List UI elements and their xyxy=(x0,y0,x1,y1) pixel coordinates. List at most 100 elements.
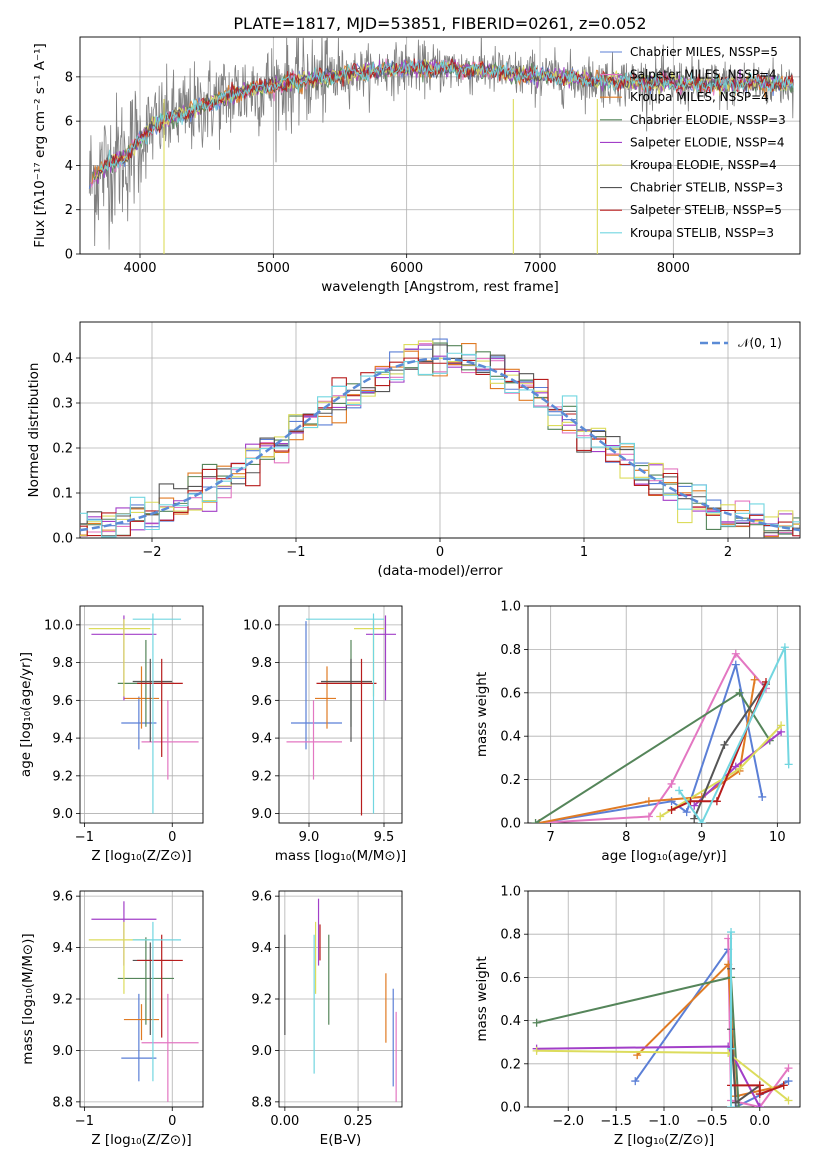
y-tick-label: 9.6 xyxy=(52,694,73,709)
y-tick-label: 8 xyxy=(65,70,73,85)
plot-frame xyxy=(79,321,801,539)
legend-label: Chabrier MILES, NSSP=5 xyxy=(630,45,778,59)
weight-marker xyxy=(755,1103,764,1107)
x-axis-label: (data-model)/error xyxy=(377,563,503,579)
y-tick-label: 10.0 xyxy=(44,618,73,633)
panel-age-vs-mass: 9.0 9.5 9.0 9.2 9.4 9.6 9.8 10.0 mass [log₁₀(M/M… xyxy=(243,605,406,864)
y-axis-label: age [log₁₀(age/yr)] xyxy=(18,652,34,777)
weight-line xyxy=(636,963,784,1098)
weight-marker xyxy=(727,1103,736,1107)
y-tick-label: 0.6 xyxy=(500,971,521,986)
y-tick-label: 9.4 xyxy=(251,732,272,747)
y-tick-label: 2 xyxy=(65,203,73,218)
weight-marker xyxy=(720,740,729,749)
weight-marker xyxy=(690,801,699,810)
plot-frame xyxy=(79,605,204,824)
y-tick-label: 0.6 xyxy=(500,686,521,701)
y-tick-label: 6 xyxy=(65,115,73,130)
model-line xyxy=(98,58,794,173)
residual-histogram xyxy=(80,343,800,538)
weight-marker xyxy=(784,760,793,769)
y-tick-label: 8.8 xyxy=(52,1095,73,1110)
x-tick-label: 0 xyxy=(168,1114,176,1129)
y-tick-label: 9.0 xyxy=(52,1044,73,1059)
weight-marker xyxy=(777,721,786,730)
residual-histogram xyxy=(80,357,800,537)
weight-marker xyxy=(712,797,721,806)
x-axis-label: E(B-V) xyxy=(320,1132,362,1148)
x-tick-label: 4000 xyxy=(123,261,156,276)
x-tick-label: 9.0 xyxy=(299,830,320,845)
weight-marker xyxy=(644,812,653,821)
x-tick-label: −1.0 xyxy=(648,1114,680,1129)
model-line xyxy=(99,59,794,174)
gaussian-curve xyxy=(80,357,800,532)
plot-area-mass-vs-EBV xyxy=(284,898,397,1102)
panel-mass-vs-Z: −1 0 8.8 9.0 9.2 9.4 9.6 Z [log₁₀(Z/Z⊙)] mass [l… xyxy=(20,890,204,1148)
x-tick-label: 7 xyxy=(547,830,555,845)
y-tick-label: 0.0 xyxy=(52,532,73,547)
weight-line xyxy=(536,976,740,1107)
y-tick-label: 0.3 xyxy=(52,397,73,412)
residual-histogram xyxy=(80,344,800,538)
y-tick-label: 0.8 xyxy=(500,928,521,943)
weight-line xyxy=(536,1045,761,1107)
weight-marker xyxy=(758,792,767,801)
plot-frame xyxy=(278,890,403,1108)
residual-histogram xyxy=(80,340,800,537)
y-tick-label: 9.4 xyxy=(52,941,73,956)
x-tick-label: 2 xyxy=(724,545,732,560)
y-tick-label: 9.8 xyxy=(251,656,272,671)
plot-area-mass-vs-Z xyxy=(88,901,199,1102)
y-tick-label: 9.2 xyxy=(52,769,73,784)
legend-label: Kroupa MILES, NSSP=4 xyxy=(630,90,769,104)
weight-marker xyxy=(667,805,676,814)
x-tick-label: 8 xyxy=(622,830,630,845)
legend-label: Salpeter MILES, NSSP=4 xyxy=(630,68,777,82)
weight-marker xyxy=(734,1103,743,1107)
model-line xyxy=(96,56,794,180)
panel-mass-vs-EBV: 0.00 0.25 8.8 9.0 9.2 9.4 9.6 E(B-V) xyxy=(251,890,403,1148)
y-tick-label: 9.6 xyxy=(52,890,73,905)
y-tick-label: 0.4 xyxy=(500,1014,521,1029)
weight-marker xyxy=(784,1077,793,1086)
x-axis-label: mass [log₁₀(M/M⊙)] xyxy=(275,848,406,864)
y-tick-label: 9.4 xyxy=(251,941,272,956)
y-tick-label: 0 xyxy=(65,248,73,263)
weight-marker xyxy=(690,814,699,823)
y-tick-label: 0.0 xyxy=(500,817,521,832)
plot-frame xyxy=(79,36,801,255)
plot-frame xyxy=(278,605,403,824)
weight-marker xyxy=(727,928,736,937)
y-tick-label: 9.6 xyxy=(251,694,272,709)
weight-marker xyxy=(755,1090,764,1099)
residual-histogram xyxy=(80,344,800,537)
x-tick-label: 1 xyxy=(580,545,588,560)
x-tick-label: 9 xyxy=(698,830,706,845)
y-tick-label: 0.1 xyxy=(52,487,73,502)
weight-marker xyxy=(735,764,744,773)
legend-label: Kroupa ELODIE, NSSP=4 xyxy=(630,158,777,172)
weight-marker xyxy=(731,1098,740,1107)
x-tick-label: 8000 xyxy=(657,261,690,276)
y-axis-label: mass weight xyxy=(474,672,490,757)
y-tick-label: 4 xyxy=(65,159,73,174)
y-tick-label: 8.8 xyxy=(251,1095,272,1110)
weight-marker xyxy=(750,675,759,684)
weight-marker xyxy=(735,688,744,697)
weight-line xyxy=(731,1084,785,1095)
weight-line xyxy=(678,646,790,823)
x-axis-label: Z [log₁₀(Z/Z⊙)] xyxy=(91,848,191,864)
weight-marker xyxy=(667,779,676,788)
y-tick-label: 0.8 xyxy=(500,643,521,658)
weight-marker xyxy=(631,1077,640,1086)
y-axis-label: mass [log₁₀(M/M⊙)] xyxy=(20,933,36,1064)
y-tick-label: 9.8 xyxy=(52,656,73,671)
y-tick-label: 0.4 xyxy=(500,730,521,745)
plot-area-age-vs-mass xyxy=(286,613,396,816)
x-tick-label: 0.0 xyxy=(749,1114,770,1129)
x-tick-label: 9.5 xyxy=(374,830,395,845)
y-tick-label: 9.6 xyxy=(251,890,272,905)
plot-area-age-vs-Z xyxy=(88,613,199,814)
